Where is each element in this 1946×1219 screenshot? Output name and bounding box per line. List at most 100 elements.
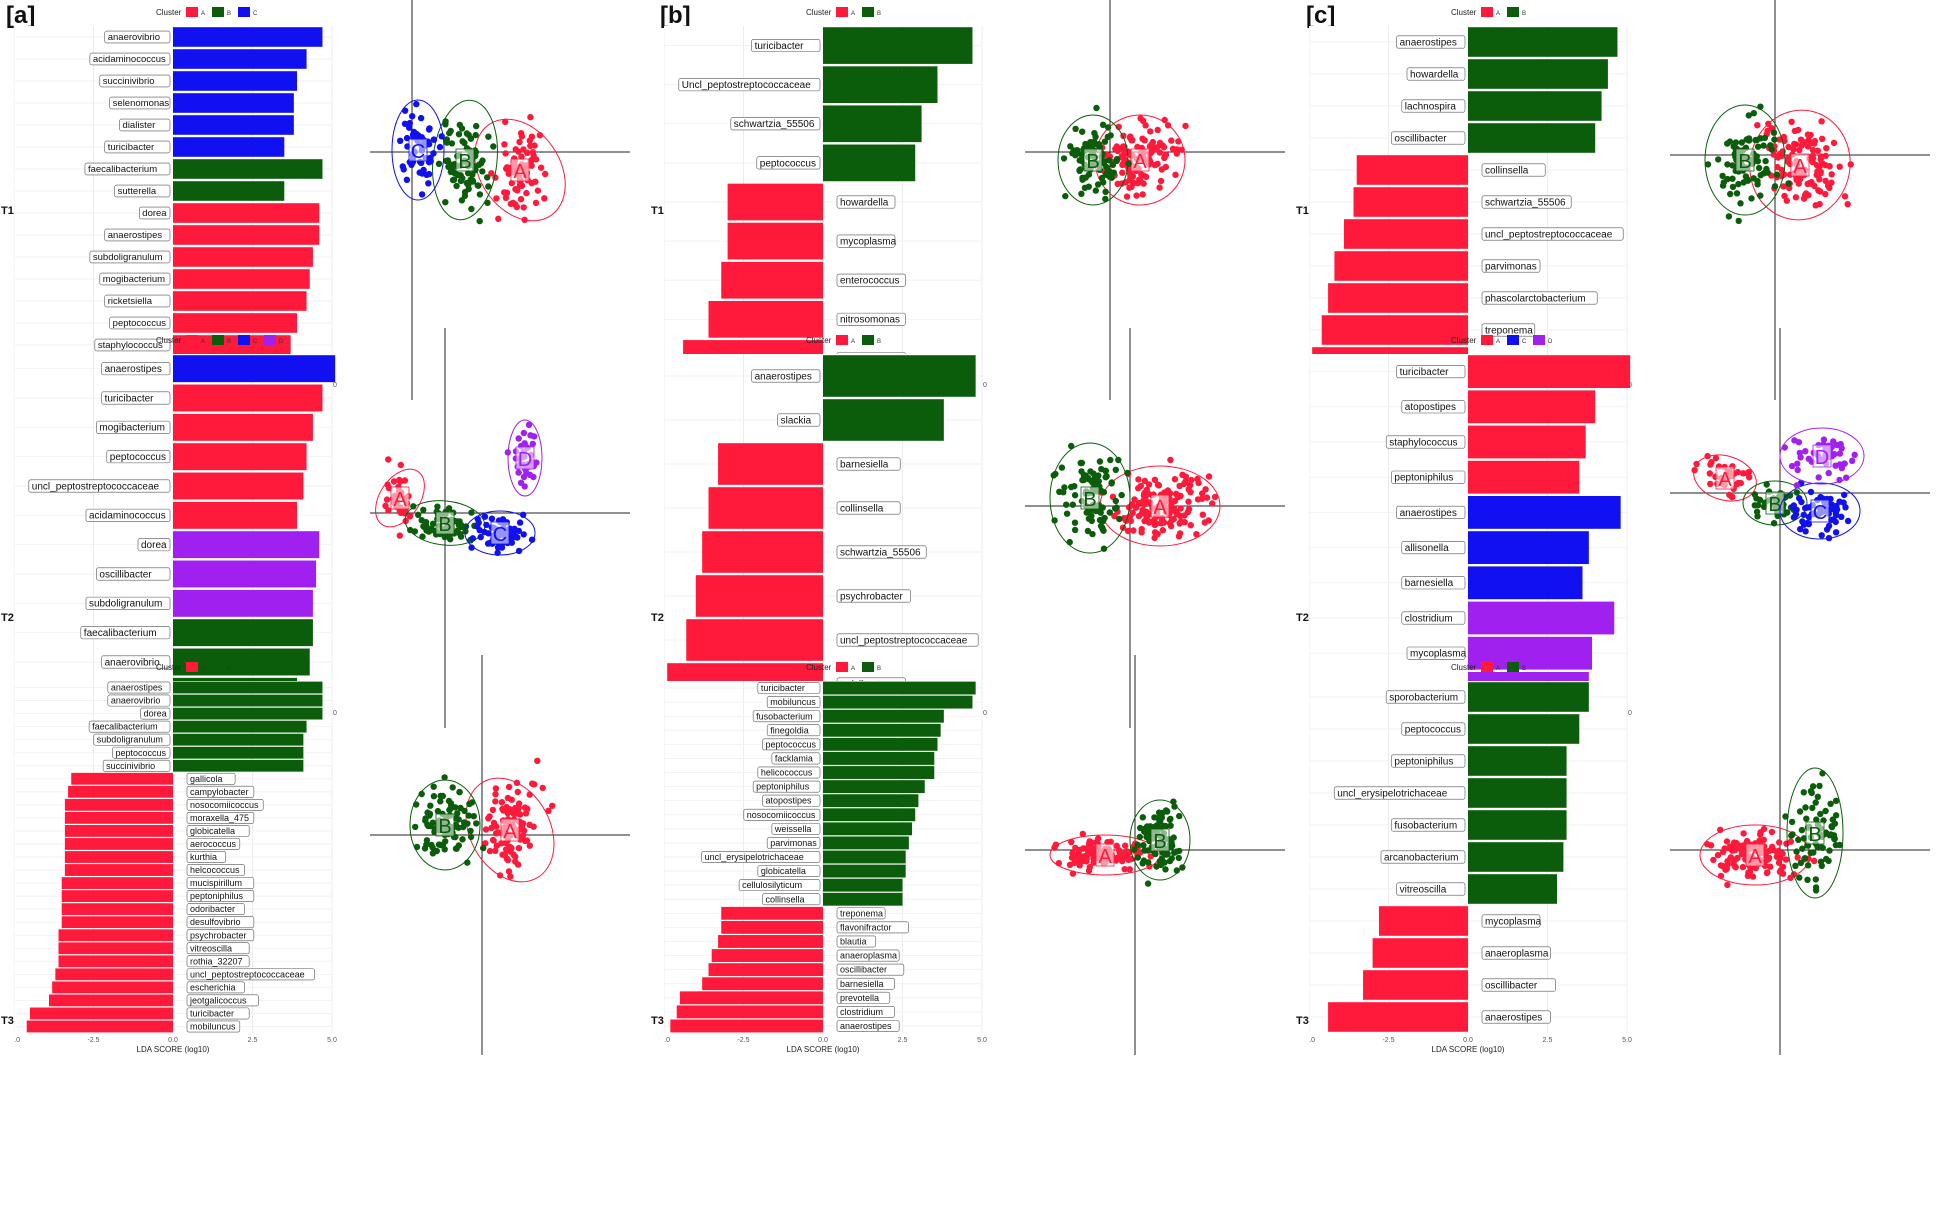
bar-label: barnesiella	[836, 457, 901, 471]
data-point	[1760, 142, 1767, 149]
data-point	[1153, 144, 1161, 151]
data-point	[1804, 143, 1812, 150]
data-point	[1832, 797, 1840, 804]
data-point	[1732, 846, 1739, 854]
data-point	[1791, 513, 1798, 520]
data-point	[1110, 169, 1117, 176]
data-point	[433, 847, 440, 855]
bar-label-text: facklamia	[775, 754, 813, 764]
cluster-label: A	[1130, 148, 1150, 173]
bar-label: anaerostipes	[101, 362, 171, 376]
data-point	[1745, 137, 1753, 144]
cluster-label-box	[1150, 828, 1170, 852]
data-point	[1735, 180, 1742, 188]
data-point	[1111, 512, 1118, 520]
x-tick-label: 0.0	[168, 1037, 178, 1044]
bar-label: peptococcus	[1401, 722, 1466, 736]
data-point	[467, 827, 474, 835]
data-point	[1140, 826, 1147, 833]
legend-swatch	[1481, 662, 1493, 672]
data-point	[452, 804, 459, 811]
data-point	[526, 821, 533, 828]
data-point	[1071, 519, 1079, 526]
bar-label: dorea	[137, 538, 171, 552]
data-point	[418, 191, 426, 198]
bar-label-box	[1401, 722, 1466, 736]
bar-label-text: mogibacterium	[103, 274, 165, 285]
data-point	[1135, 476, 1142, 483]
bar-label-box	[836, 545, 927, 559]
data-point	[1809, 804, 1816, 812]
bar-label-text: flavonifractor	[840, 922, 892, 932]
bar-label-text: mycoplasma	[1485, 916, 1542, 927]
data-point	[419, 533, 426, 540]
bar-label-text: collinsella	[840, 503, 884, 514]
bar-label: parvimonas	[766, 837, 821, 849]
bar	[173, 247, 313, 267]
data-point	[1770, 129, 1778, 136]
data-point	[1804, 131, 1812, 138]
bar-label: nosocomiicoccus	[186, 798, 264, 811]
bar-label-box	[186, 1007, 250, 1020]
data-point	[1175, 854, 1182, 862]
data-point	[1849, 457, 1856, 464]
bar-label-box	[186, 903, 245, 916]
data-point	[1797, 859, 1805, 867]
bar-label: kurthia	[186, 851, 227, 863]
cluster-label-box	[1130, 148, 1150, 172]
data-point	[1154, 126, 1161, 134]
data-point	[1201, 519, 1208, 526]
data-point	[1800, 835, 1808, 842]
x-tick-label: 2.5	[248, 1037, 258, 1044]
data-point	[1763, 869, 1771, 877]
data-point	[484, 199, 491, 206]
data-point	[486, 847, 494, 855]
cluster-ellipse	[391, 99, 445, 201]
data-point	[1143, 833, 1150, 841]
bar-label-text: treponema	[1485, 325, 1533, 336]
data-point	[1813, 816, 1820, 823]
data-point	[1136, 833, 1143, 841]
legend-swatch	[238, 335, 250, 345]
x-tick-label: -5.0	[14, 1037, 20, 1044]
data-point	[1813, 162, 1821, 169]
legend-label: B	[1522, 666, 1526, 672]
bar-label-box	[1481, 291, 1598, 305]
cluster-label-text: C	[411, 141, 425, 163]
bar	[1468, 778, 1567, 808]
cluster-label-box	[1083, 148, 1103, 172]
data-point	[518, 153, 525, 160]
data-point	[527, 142, 534, 149]
data-point	[1102, 188, 1109, 195]
data-point	[475, 182, 482, 189]
data-point	[537, 164, 545, 171]
bar-label: anaerovibrio	[107, 694, 171, 707]
bar	[695, 575, 823, 617]
bar	[173, 137, 285, 157]
bar-label-box	[186, 890, 255, 902]
cluster-ellipse	[1779, 482, 1861, 540]
data-point	[1802, 528, 1809, 535]
data-point	[1841, 460, 1848, 467]
bar-label-text: subdoligranulum	[97, 735, 163, 745]
data-point	[1801, 855, 1809, 862]
data-point	[1800, 139, 1808, 146]
data-point	[1794, 460, 1801, 467]
bar	[1353, 187, 1468, 217]
bar	[173, 49, 307, 69]
data-point	[1138, 529, 1145, 536]
data-point	[418, 790, 425, 798]
bar-label-text: turicibacter	[761, 683, 805, 693]
data-point	[1788, 462, 1796, 470]
row-label: T3	[1296, 1015, 1309, 1027]
data-point	[1757, 192, 1764, 199]
data-point	[1159, 527, 1166, 534]
data-point	[1819, 135, 1826, 142]
bar-label-text: treponema	[840, 908, 883, 918]
data-point	[529, 780, 536, 787]
data-point	[385, 456, 392, 463]
bar-label: mycoplasma	[1406, 646, 1467, 660]
data-point	[1826, 163, 1833, 170]
data-point	[467, 135, 475, 142]
bar-label-box	[751, 39, 821, 53]
